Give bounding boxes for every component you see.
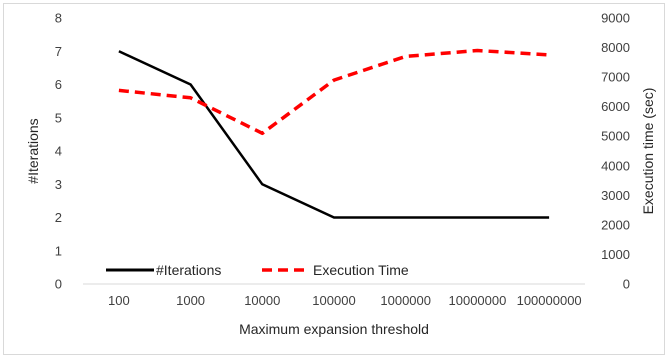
x-tick-label: 10000 [244, 293, 280, 308]
y-tick-label: 7 [55, 44, 62, 59]
x-tick-label: 10000000 [449, 293, 507, 308]
series-line-execution-time [118, 48, 550, 136]
x-tick-label: 100000000 [517, 293, 582, 308]
y2-tick-label: 4000 [601, 158, 630, 173]
series-line-iterations [118, 50, 550, 219]
x-tick-label: 1000000 [380, 293, 431, 308]
x-axis-title: Maximum expansion threshold [239, 321, 429, 337]
y-tick-label: 4 [55, 144, 62, 159]
y2-tick-label: 9000 [601, 11, 630, 26]
x-tick-label: 100000 [312, 293, 355, 308]
y-tick-label: 0 [55, 277, 62, 292]
y-tick-label: 5 [55, 110, 62, 125]
legend-label-execution-time: Execution Time [313, 262, 409, 278]
y-axis-title: #Iterations [25, 118, 41, 183]
y-tick-label: 1 [55, 243, 62, 258]
chart-frame [3, 3, 665, 355]
y2-tick-label: 8000 [601, 40, 630, 55]
y2-tick-label: 7000 [601, 70, 630, 85]
y2-tick-label: 5000 [601, 129, 630, 144]
legend-label-iterations: #Iterations [156, 262, 221, 278]
y-tick-label: 2 [55, 210, 62, 225]
y2-tick-label: 3000 [601, 188, 630, 203]
legend: #Iterations Execution Time [106, 262, 409, 278]
x-tick-label: 1000 [176, 293, 205, 308]
y-tick-label: 6 [55, 77, 62, 92]
y2-tick-label: 2000 [601, 217, 630, 232]
y2-tick-label: 0 [623, 277, 630, 292]
y2-tick-label: 1000 [601, 247, 630, 262]
y-tick-label: 3 [55, 177, 62, 192]
x-tick-label: 100 [108, 293, 130, 308]
y2-axis-title: Execution time (sec) [640, 88, 656, 215]
y-tick-label: 8 [55, 11, 62, 26]
y2-tick-label: 6000 [601, 99, 630, 114]
